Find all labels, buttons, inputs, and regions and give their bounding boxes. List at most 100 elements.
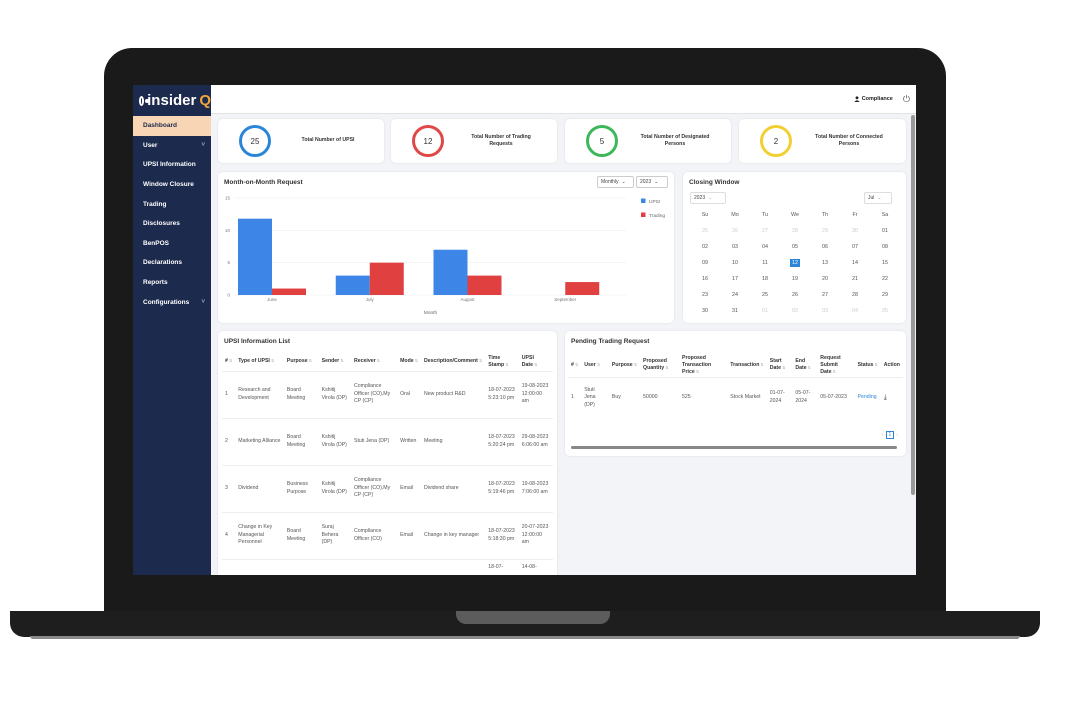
stat-card[interactable]: 2 Total Number of Connected Persons [739, 119, 906, 163]
calendar-day[interactable]: 04 [750, 239, 780, 255]
table-row[interactable]: 1 Research and Development Board Meeting Ks… [222, 371, 553, 418]
calendar-day[interactable]: 29 [810, 223, 840, 239]
horizontal-scrollbar[interactable] [571, 446, 897, 449]
calendar-day[interactable]: 22 [870, 271, 900, 287]
calendar-day[interactable]: 18 [750, 271, 780, 287]
table-cell: Kshitij Virola (DP) [321, 433, 347, 448]
period-select[interactable]: Monthly ⌄ [597, 176, 634, 188]
calendar-day[interactable]: 27 [750, 223, 780, 239]
column-header[interactable]: User⇅ [581, 353, 609, 378]
column-header[interactable]: #⇅ [222, 353, 235, 371]
calendar-day[interactable]: 31 [720, 303, 750, 319]
column-header[interactable]: Sender⇅ [319, 353, 351, 371]
sidebar-item-upsi-information[interactable]: UPSI Information [133, 155, 211, 175]
column-header[interactable]: Proposed Transaction Price⇅ [679, 353, 727, 378]
table-row[interactable]: 1 Stuti Jena (DP) Buy 50000 525 Stock Market 0… [568, 377, 903, 418]
column-header[interactable]: Request Submit Date⇅ [817, 353, 854, 378]
calendar-day[interactable]: 20 [810, 271, 840, 287]
calendar-day[interactable]: 27 [810, 287, 840, 303]
calendar-day[interactable]: 28 [840, 287, 870, 303]
calendar-day[interactable]: 25 [750, 287, 780, 303]
sidebar-item-user[interactable]: User ˅ [133, 136, 211, 156]
calendar-day[interactable]: 10 [720, 255, 750, 271]
sidebar-item-dashboard[interactable]: Dashboard [133, 116, 211, 136]
table-row[interactable]: 18-07- 14-08- [222, 559, 553, 575]
column-header[interactable]: End Date⇅ [792, 353, 817, 378]
stat-card[interactable]: 12 Total Number of Trading Requests [391, 119, 557, 163]
app-screen: insider Q Dashboard User ˅ UPSI Information W… [133, 85, 916, 575]
page-button[interactable]: 1 [885, 431, 895, 439]
calendar-year: 2023 [694, 195, 706, 201]
sidebar-item-window-closure[interactable]: Window Closure [133, 175, 211, 195]
column-header[interactable]: #⇅ [568, 353, 581, 378]
sidebar-item-reports[interactable]: Reports [133, 273, 211, 293]
calendar-day[interactable]: 11 [750, 255, 780, 271]
calendar-day[interactable]: 26 [780, 287, 810, 303]
table-row[interactable]: 4 Change in Key Managerial Personnel Board… [222, 512, 553, 559]
user-menu[interactable]: Compliance [853, 96, 893, 102]
calendar-day[interactable]: 03 [720, 239, 750, 255]
sidebar-item-declarations[interactable]: Declarations [133, 253, 211, 273]
calendar-day[interactable]: 01 [750, 303, 780, 319]
calendar-day[interactable]: 26 [720, 223, 750, 239]
calendar-day[interactable]: 30 [840, 223, 870, 239]
column-header[interactable]: Purpose⇅ [609, 353, 640, 378]
calendar-day[interactable]: 29 [870, 287, 900, 303]
table-row[interactable]: 3 Dividend Business Purpose Kshitij Virola … [222, 465, 553, 512]
calendar-day[interactable]: 12 [780, 255, 810, 271]
calendar-day[interactable]: 08 [870, 239, 900, 255]
stat-card[interactable]: 25 Total Number of UPSI [218, 119, 384, 163]
calendar-day[interactable]: 02 [780, 303, 810, 319]
page-scrollbar[interactable] [911, 115, 915, 495]
calendar-day[interactable]: 16 [690, 271, 720, 287]
column-header-label: Proposed Quantity [643, 358, 667, 372]
calendar-month-select[interactable]: Jul ⌄ [864, 192, 892, 204]
column-header[interactable]: Transaction⇅ [727, 353, 766, 378]
sidebar-item-trading[interactable]: Trading [133, 194, 211, 214]
sidebar-item-benpos[interactable]: BenPOS [133, 234, 211, 254]
sidebar-item-configurations[interactable]: Configurations ˅ [133, 292, 211, 312]
table-row[interactable]: 2 Marketing Alliance Board Meeting Kshitij … [222, 418, 553, 465]
next-page-icon[interactable]: › [896, 432, 898, 438]
column-header[interactable]: Description/Comment⇅ [421, 353, 485, 371]
calendar-year-select[interactable]: 2023 ⌄ [690, 192, 726, 204]
calendar-day[interactable]: 23 [690, 287, 720, 303]
calendar-day[interactable]: 25 [690, 223, 720, 239]
year-select[interactable]: 2023 ⌄ [636, 176, 668, 188]
sidebar-item-disclosures[interactable]: Disclosures [133, 214, 211, 234]
calendar-day[interactable]: 04 [840, 303, 870, 319]
download-icon[interactable]: ⤓ [883, 393, 887, 401]
column-header[interactable]: Start Date⇅ [767, 353, 793, 378]
calendar-day[interactable]: 17 [720, 271, 750, 287]
stat-card[interactable]: 5 Total Number of Designated Persons [565, 119, 731, 163]
calendar-day[interactable]: 19 [780, 271, 810, 287]
logo[interactable]: insider Q [133, 85, 211, 116]
calendar-day[interactable]: 13 [810, 255, 840, 271]
column-header[interactable]: Proposed Quantity⇅ [640, 353, 679, 378]
calendar-day[interactable]: 15 [870, 255, 900, 271]
prev-page-icon[interactable]: ‹ [881, 432, 884, 438]
column-header[interactable]: Action [881, 353, 903, 378]
calendar-day[interactable]: 24 [720, 287, 750, 303]
calendar-day[interactable]: 09 [690, 255, 720, 271]
calendar-day[interactable]: 03 [810, 303, 840, 319]
column-header[interactable]: Receiver⇅ [351, 353, 397, 371]
calendar-day[interactable]: 02 [690, 239, 720, 255]
column-header[interactable]: UPSI Date⇅ [519, 353, 553, 371]
power-icon[interactable]: ⏻ [902, 93, 910, 104]
calendar-day[interactable]: 05 [780, 239, 810, 255]
column-header[interactable]: Status⇅ [855, 353, 881, 378]
column-header[interactable]: Time Stamp⇅ [485, 353, 519, 371]
column-header[interactable]: Purpose⇅ [284, 353, 319, 371]
calendar-day[interactable]: 30 [690, 303, 720, 319]
calendar-day[interactable]: 21 [840, 271, 870, 287]
column-header[interactable]: Mode⇅ [397, 353, 421, 371]
calendar-day[interactable]: 14 [840, 255, 870, 271]
calendar-day[interactable]: 01 [870, 223, 900, 239]
calendar-day-number: 05 [792, 244, 798, 250]
calendar-day[interactable]: 28 [780, 223, 810, 239]
calendar-day[interactable]: 07 [840, 239, 870, 255]
calendar-day[interactable]: 06 [810, 239, 840, 255]
calendar-day[interactable]: 05 [870, 303, 900, 319]
column-header[interactable]: Type of UPSI⇅ [235, 353, 284, 371]
